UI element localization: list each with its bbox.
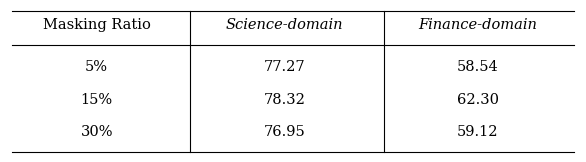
- Text: Finance-domain: Finance-domain: [418, 18, 537, 32]
- Text: 59.12: 59.12: [457, 125, 498, 139]
- Text: Masking Ratio: Masking Ratio: [43, 18, 151, 32]
- Text: 77.27: 77.27: [263, 60, 305, 74]
- Text: 58.54: 58.54: [456, 60, 499, 74]
- Text: 78.32: 78.32: [263, 93, 305, 107]
- Text: 62.30: 62.30: [456, 93, 499, 107]
- Text: 30%: 30%: [80, 125, 113, 139]
- Text: Science-domain: Science-domain: [226, 18, 343, 32]
- Text: 5%: 5%: [85, 60, 108, 74]
- Text: 15%: 15%: [81, 93, 113, 107]
- Text: 76.95: 76.95: [263, 125, 305, 139]
